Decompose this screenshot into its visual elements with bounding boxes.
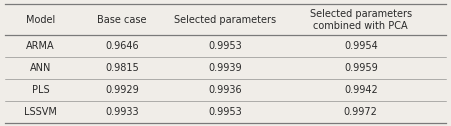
Text: 0.9972: 0.9972 bbox=[344, 107, 378, 117]
Text: 0.9954: 0.9954 bbox=[344, 41, 377, 51]
Text: Model: Model bbox=[26, 14, 55, 25]
Text: Selected parameters: Selected parameters bbox=[175, 14, 276, 25]
Text: 0.9942: 0.9942 bbox=[344, 85, 377, 95]
Text: 0.9936: 0.9936 bbox=[209, 85, 242, 95]
Text: 0.9953: 0.9953 bbox=[209, 41, 242, 51]
Text: 0.9953: 0.9953 bbox=[209, 107, 242, 117]
Text: 0.9815: 0.9815 bbox=[105, 63, 138, 73]
Text: PLS: PLS bbox=[32, 85, 50, 95]
Text: Selected parameters
combined with PCA: Selected parameters combined with PCA bbox=[310, 9, 412, 30]
Text: 0.9939: 0.9939 bbox=[209, 63, 242, 73]
Text: ARMA: ARMA bbox=[26, 41, 55, 51]
Text: Base case: Base case bbox=[97, 14, 147, 25]
Text: ANN: ANN bbox=[30, 63, 51, 73]
Text: LSSVM: LSSVM bbox=[24, 107, 57, 117]
Text: 0.9646: 0.9646 bbox=[105, 41, 138, 51]
Text: 0.9933: 0.9933 bbox=[105, 107, 138, 117]
Text: 0.9959: 0.9959 bbox=[344, 63, 377, 73]
Text: 0.9929: 0.9929 bbox=[105, 85, 138, 95]
